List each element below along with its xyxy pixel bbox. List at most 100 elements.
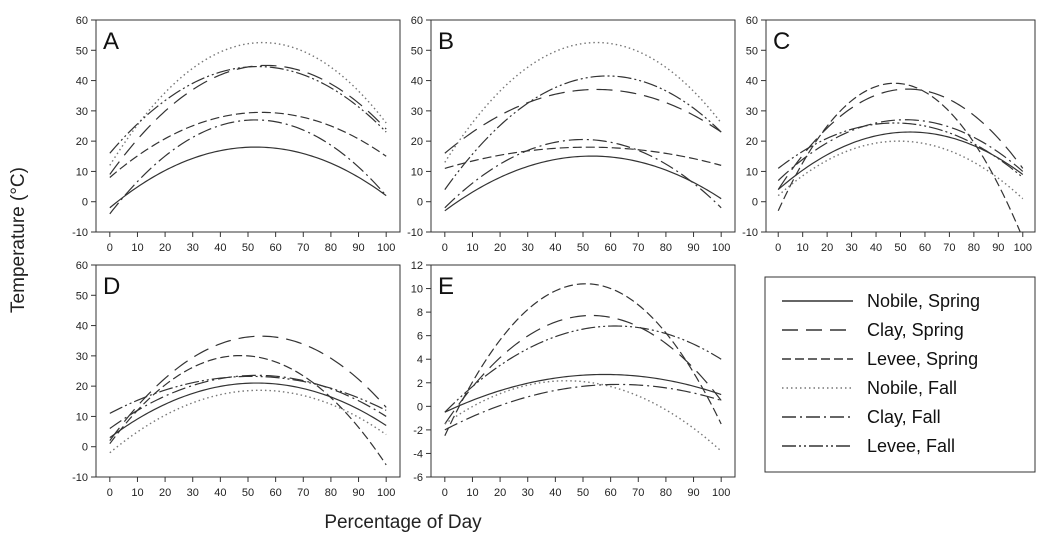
y-tick-label: 10 bbox=[411, 166, 423, 178]
y-tick-label: -10 bbox=[72, 227, 88, 239]
series-line-clay-fall bbox=[777, 119, 1024, 181]
series-line-levee-fall bbox=[109, 65, 387, 154]
series-line-nobile-fall bbox=[109, 41, 387, 166]
x-tick-label: 80 bbox=[325, 242, 337, 254]
x-tick-label: 40 bbox=[214, 487, 226, 499]
series-line-levee-spring bbox=[109, 354, 387, 466]
panel-e: -6 -4 -2 0 2 4 6 8 10 12 0 10 20 30 40 50 60 70 80 90 100 E bbox=[411, 260, 736, 499]
y-tick-label: -10 bbox=[407, 227, 423, 239]
legend-label: Nobile, Fall bbox=[867, 378, 957, 398]
x-tick-label: 0 bbox=[442, 487, 448, 499]
x-tick-label: 0 bbox=[775, 242, 781, 254]
y-tick-label: 20 bbox=[411, 136, 423, 148]
x-tick-label: 30 bbox=[522, 242, 534, 254]
x-tick-label: 40 bbox=[214, 242, 226, 254]
series-line-nobile-fall bbox=[444, 380, 722, 452]
x-axis-title: Percentage of Day bbox=[324, 512, 482, 533]
x-tick-label: 40 bbox=[870, 242, 882, 254]
legend-label: Levee, Fall bbox=[867, 436, 955, 456]
y-tick-label: 60 bbox=[76, 15, 88, 27]
y-tick-label: 50 bbox=[76, 290, 88, 302]
x-tick-label: 20 bbox=[494, 242, 506, 254]
x-tick-label: 10 bbox=[131, 242, 143, 254]
y-tick-label: 10 bbox=[76, 166, 88, 178]
x-tick-label: 20 bbox=[821, 242, 833, 254]
series-line-levee-fall bbox=[444, 325, 722, 413]
panel-label: E bbox=[438, 273, 454, 300]
series-line-levee-spring bbox=[777, 82, 1021, 232]
y-tick-label: 0 bbox=[82, 197, 88, 209]
plot-frame bbox=[430, 19, 736, 233]
y-tick-label: 20 bbox=[746, 136, 758, 148]
x-tick-label: 40 bbox=[549, 242, 561, 254]
panel-a: -10 0 10 20 30 40 50 60 0 10 20 30 40 50 60 70 80 90 100 A bbox=[72, 15, 401, 254]
x-tick-label: 60 bbox=[605, 242, 617, 254]
panel-d: -10 0 10 20 30 40 50 60 0 10 20 30 40 50 60 70 80 90 100 D bbox=[72, 260, 401, 499]
y-tick-label: 0 bbox=[417, 197, 423, 209]
x-tick-label: 10 bbox=[466, 242, 478, 254]
x-tick-label: 60 bbox=[919, 242, 931, 254]
y-tick-label: 4 bbox=[417, 354, 423, 366]
x-tick-label: 20 bbox=[494, 487, 506, 499]
y-tick-label: -2 bbox=[413, 425, 423, 437]
y-tick-label: 10 bbox=[411, 284, 423, 296]
plot-frame bbox=[95, 19, 401, 233]
series-line-levee-spring bbox=[444, 146, 722, 169]
y-tick-label: 60 bbox=[76, 260, 88, 272]
x-tick-label: 0 bbox=[107, 242, 113, 254]
y-tick-label: -10 bbox=[742, 227, 758, 239]
panel-label: C bbox=[773, 28, 790, 55]
x-tick-label: 60 bbox=[270, 242, 282, 254]
x-tick-label: 90 bbox=[352, 487, 364, 499]
series-line-clay-spring bbox=[444, 88, 722, 154]
series-line-nobile-spring bbox=[777, 131, 1024, 191]
y-tick-label: 50 bbox=[76, 45, 88, 57]
x-tick-label: 80 bbox=[660, 487, 672, 499]
series-line-nobile-fall bbox=[444, 41, 722, 163]
y-tick-label: 40 bbox=[746, 76, 758, 88]
x-tick-label: 100 bbox=[1014, 242, 1032, 254]
y-tick-label: 0 bbox=[752, 197, 758, 209]
x-tick-label: 100 bbox=[377, 242, 395, 254]
x-tick-label: 100 bbox=[377, 487, 395, 499]
series-line-clay-spring bbox=[109, 335, 387, 442]
series-line-levee-fall bbox=[777, 122, 1024, 178]
legend-box bbox=[764, 276, 1036, 473]
x-tick-label: 70 bbox=[632, 487, 644, 499]
plot-frame bbox=[95, 264, 401, 478]
x-tick-label: 20 bbox=[159, 487, 171, 499]
legend-label: Levee, Spring bbox=[867, 349, 978, 369]
series-line-nobile-fall bbox=[777, 140, 1024, 200]
y-tick-label: 0 bbox=[82, 442, 88, 454]
y-tick-label: 40 bbox=[76, 321, 88, 333]
x-tick-label: 10 bbox=[466, 487, 478, 499]
x-tick-label: 40 bbox=[549, 487, 561, 499]
x-tick-label: 90 bbox=[992, 242, 1004, 254]
x-tick-label: 100 bbox=[712, 487, 730, 499]
plot-frame bbox=[765, 19, 1036, 233]
y-tick-label: 10 bbox=[746, 166, 758, 178]
series-line-clay-fall bbox=[109, 119, 387, 215]
series-line-levee-spring bbox=[444, 283, 722, 437]
legend-label: Clay, Fall bbox=[867, 407, 941, 427]
panel-c: -10 0 10 20 30 40 50 60 0 10 20 30 40 50 60 70 80 90 100 C bbox=[742, 15, 1036, 254]
x-tick-label: 30 bbox=[845, 242, 857, 254]
x-tick-label: 90 bbox=[687, 242, 699, 254]
x-tick-label: 80 bbox=[325, 487, 337, 499]
x-tick-label: 0 bbox=[442, 242, 448, 254]
series-line-levee-fall bbox=[109, 375, 387, 414]
series-line-nobile-spring bbox=[109, 146, 387, 209]
y-tick-label: -10 bbox=[72, 472, 88, 484]
x-tick-label: 90 bbox=[352, 242, 364, 254]
series-line-clay-spring bbox=[777, 88, 1024, 190]
y-tick-label: 50 bbox=[746, 45, 758, 57]
x-tick-label: 30 bbox=[522, 487, 534, 499]
x-tick-label: 80 bbox=[968, 242, 980, 254]
series-line-clay-fall bbox=[444, 383, 722, 431]
y-tick-label: 20 bbox=[76, 136, 88, 148]
x-tick-label: 50 bbox=[577, 487, 589, 499]
y-tick-label: -6 bbox=[413, 472, 423, 484]
panel-b: -10 0 10 20 30 40 50 60 0 10 20 30 40 50 60 70 80 90 100 B bbox=[407, 15, 736, 254]
x-tick-label: 20 bbox=[159, 242, 171, 254]
y-tick-label: 30 bbox=[76, 106, 88, 118]
